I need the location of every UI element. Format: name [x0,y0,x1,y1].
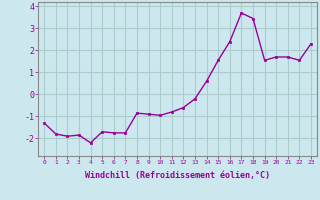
X-axis label: Windchill (Refroidissement éolien,°C): Windchill (Refroidissement éolien,°C) [85,171,270,180]
